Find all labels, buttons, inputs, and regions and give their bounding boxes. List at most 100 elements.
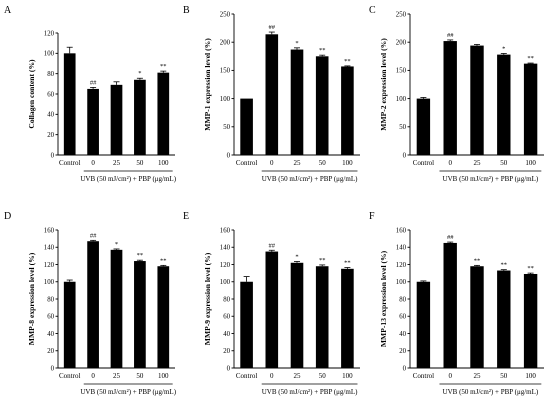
- y-tick-label: 140: [396, 245, 407, 252]
- y-tick-label: 50: [399, 124, 406, 131]
- bar: [110, 84, 123, 155]
- x-tick-label: Control: [236, 372, 257, 380]
- y-axis-label: MMP-2 expression level (%): [379, 38, 388, 131]
- y-tick-label: 120: [44, 262, 55, 269]
- bar: [443, 242, 457, 368]
- y-tick-label: 100: [396, 279, 407, 286]
- x-tick-label: 25: [113, 372, 121, 380]
- bar: [315, 266, 329, 368]
- significance-label: **: [160, 63, 167, 70]
- chart-panel-f: F MMP-13 expression level (%) 0 20 40 60 80 100…: [369, 211, 544, 396]
- x-tick-label: Control: [59, 159, 80, 167]
- y-tick-label: 140: [44, 245, 55, 252]
- y-tick-label: 0: [403, 365, 407, 372]
- y-tick-label: 80: [223, 296, 230, 303]
- y-tick-label: 150: [220, 68, 231, 75]
- y-tick-label: 40: [399, 331, 406, 338]
- panel-letter: F: [369, 211, 375, 222]
- y-tick-label: 100: [396, 96, 407, 103]
- y-tick-label: 120: [220, 262, 231, 269]
- y-tick-label: 100: [220, 279, 231, 286]
- y-tick-label: 20: [47, 348, 54, 355]
- chart-panel-a: A Collagen content (%) 0 20 40 60 80 100 120 Cont…: [4, 5, 177, 183]
- significance-label: **: [527, 55, 534, 62]
- x-axis-label: UVB (50 mJ/cm²) + PBP (μg/mL): [262, 175, 358, 183]
- significance-label: *: [295, 40, 298, 47]
- y-tick-label: 160: [396, 227, 407, 234]
- x-tick-label: 25: [294, 159, 302, 167]
- significance-label: **: [137, 252, 144, 259]
- x-tick-label: Control: [236, 159, 257, 167]
- x-tick-label: 100: [158, 372, 169, 380]
- significance-label: ##: [90, 79, 97, 86]
- panel-letter: C: [369, 5, 376, 16]
- y-tick-label: 40: [223, 331, 230, 338]
- x-tick-label: 50: [136, 159, 144, 167]
- significance-label: *: [138, 70, 141, 77]
- bar: [341, 66, 354, 155]
- y-tick-label: 0: [227, 365, 231, 372]
- significance-label: *: [295, 253, 298, 260]
- x-tick-label: 100: [342, 372, 353, 380]
- significance-label: *: [502, 45, 505, 52]
- x-tick-label: 0: [448, 159, 452, 167]
- significance-label: **: [474, 257, 481, 264]
- significance-label: ##: [269, 242, 276, 249]
- panel-letter: D: [4, 211, 11, 222]
- y-tick-label: 40: [47, 331, 54, 338]
- bar: [416, 281, 431, 368]
- bar: [87, 241, 99, 368]
- bar: [87, 88, 99, 155]
- x-tick-label: 100: [525, 372, 536, 380]
- y-axis-label: MMP-8 expression level (%): [27, 252, 36, 345]
- bar: [290, 49, 304, 156]
- y-tick-label: 60: [47, 314, 54, 321]
- y-tick-label: 60: [47, 91, 54, 98]
- bar: [416, 98, 431, 155]
- x-tick-label: 100: [342, 159, 353, 167]
- bar: [265, 251, 279, 368]
- y-tick-label: 200: [220, 40, 231, 47]
- significance-label: ##: [447, 234, 454, 241]
- x-tick-label: 50: [136, 372, 144, 380]
- y-axis-label: MMP-1 expression level (%): [203, 38, 212, 131]
- y-tick-label: 150: [396, 68, 407, 75]
- chart-panel-e: E MMP-9 expression level (%) 0 20 40 60 80 100 1…: [183, 211, 360, 396]
- bar: [157, 266, 170, 368]
- y-tick-label: 20: [223, 348, 230, 355]
- x-tick-label: 0: [270, 372, 274, 380]
- significance-label: **: [344, 58, 351, 65]
- y-tick-label: 250: [220, 11, 231, 18]
- y-tick-label: 160: [44, 227, 55, 234]
- y-tick-label: 40: [47, 112, 54, 119]
- y-tick-label: 200: [396, 40, 407, 47]
- bar: [443, 41, 457, 155]
- y-tick-label: 0: [227, 152, 231, 159]
- y-axis-label: MMP-13 expression level (%): [379, 250, 388, 347]
- x-tick-label: 50: [500, 372, 508, 380]
- x-tick-label: 25: [474, 159, 482, 167]
- significance-label: *: [115, 241, 118, 248]
- bar: [523, 273, 538, 368]
- y-tick-label: 20: [47, 132, 54, 139]
- bar: [341, 268, 354, 368]
- significance-label: **: [527, 265, 534, 272]
- significance-label: **: [160, 257, 167, 264]
- bar: [110, 249, 123, 368]
- y-tick-label: 80: [47, 71, 54, 78]
- bar: [157, 72, 170, 155]
- x-tick-label: 25: [113, 159, 121, 167]
- chart-panel-c: C MMP-2 expression level (%) 0 50 100 150 200 2…: [369, 5, 544, 183]
- y-tick-label: 100: [220, 96, 231, 103]
- x-axis-label: UVB (50 mJ/cm²) + PBP (μg/mL): [80, 175, 176, 183]
- x-axis-label: UVB (50 mJ/cm²) + PBP (μg/mL): [80, 388, 176, 396]
- y-tick-label: 50: [223, 124, 230, 131]
- bar: [470, 45, 484, 155]
- y-tick-label: 80: [47, 296, 54, 303]
- x-tick-label: 50: [319, 372, 327, 380]
- bar: [497, 54, 511, 155]
- y-tick-label: 0: [403, 152, 407, 159]
- bar: [290, 262, 304, 368]
- y-tick-label: 120: [396, 262, 407, 269]
